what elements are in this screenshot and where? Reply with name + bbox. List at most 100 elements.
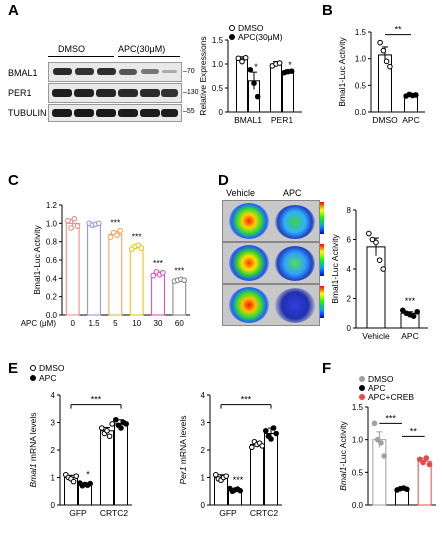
legend-label-apc-E: APC	[39, 373, 56, 383]
data-point-F-APC	[405, 487, 410, 492]
data-point-C-0	[66, 218, 71, 223]
data-point-E2-GFP-APC	[238, 488, 243, 493]
bar-C-60	[173, 280, 186, 315]
legend-label-dmso-E: DMSO	[39, 363, 65, 373]
data-point-C-10	[139, 246, 144, 251]
x-tick-label-E2: GFP	[219, 508, 237, 518]
data-point-C-5	[108, 235, 113, 240]
data-point-B-DMSO	[381, 48, 386, 53]
data-point-D-APC	[411, 314, 416, 319]
data-point-E2-CRTC2-APC	[264, 428, 269, 433]
data-point-C-0	[69, 226, 74, 231]
data-point-F-APC+CREB	[424, 456, 429, 461]
data-point-D-Vehicle	[374, 240, 379, 245]
x-tick-label-C: 10	[132, 319, 141, 328]
y-tick-label-E1: 1	[51, 474, 56, 483]
data-point-F-APC+CREB	[427, 462, 432, 467]
data-point-C-0	[72, 216, 77, 221]
y-tick-label-E2: 2	[201, 446, 206, 455]
data-point-F-DMSO	[382, 454, 387, 459]
data-point-A-PER1-DMSO	[277, 61, 282, 66]
x-tick-label-C: 1.5	[88, 319, 100, 328]
y-tick-label-E2: 0	[201, 501, 206, 510]
data-point-A-BMAL1-DMSO	[243, 55, 248, 60]
x-tick-label-C: 0	[70, 319, 75, 328]
y-tick-label-D: 0	[347, 324, 352, 333]
data-point-E1-GFP-DMSO	[74, 474, 79, 479]
legend-marker-dmso	[230, 26, 235, 31]
x-tick-label-D: APC	[401, 331, 418, 341]
data-point-E2-CRTC2-DMSO	[250, 445, 255, 450]
x-tick-label-C: 30	[154, 319, 163, 328]
bar-C-0	[66, 223, 79, 315]
y-tick-label-C: 0.6	[46, 256, 58, 265]
legend-marker-apc-E	[31, 376, 36, 381]
y-tick-label-B: 0.5	[355, 81, 367, 90]
legend-marker-F	[360, 395, 365, 400]
y-tick-label-B: 0.0	[355, 108, 367, 117]
data-point-D-Vehicle	[381, 267, 386, 272]
y-tick-label-D: 2	[347, 295, 352, 304]
bar-E2-CRTC2-DMSO	[251, 445, 264, 506]
y-tick-label-F: 0.0	[352, 501, 364, 510]
y-tick-label-E2: 4	[201, 391, 206, 400]
significance-E1: *	[86, 470, 90, 480]
x-tick-label-B: APC	[402, 115, 419, 125]
data-point-A-BMAL1-APC(30μM)	[252, 81, 257, 86]
legend-marker-F	[360, 377, 365, 382]
legend-label-apc: APC(30μM)	[238, 32, 283, 42]
data-point-E1-CRTC2-APC	[119, 426, 124, 431]
x-axis-label-C: APC (μM)	[21, 319, 57, 328]
y-axis-label-E2: Per1 mRNA levels	[178, 416, 188, 485]
data-point-B-DMSO	[378, 40, 383, 45]
bar-C-10	[130, 247, 143, 315]
data-point-E2-CRTC2-APC	[271, 426, 276, 431]
significance-B: **	[394, 25, 402, 35]
data-point-E2-CRTC2-APC	[274, 431, 279, 436]
y-tick-label-C: 1.0	[46, 219, 58, 228]
y-tick-label-B: 1.0	[355, 55, 367, 64]
y-tick-label-C: 0.2	[46, 293, 58, 302]
bar-E2-CRTC2-APC	[265, 434, 278, 506]
significance-A: *	[254, 62, 258, 72]
x-tick-label-C: 60	[175, 319, 184, 328]
y-tick-label-A: 0	[219, 108, 224, 117]
y-tick-label-E1: 2	[51, 446, 56, 455]
bar-A-BMAL1-DMSO	[237, 59, 248, 112]
data-point-E1-CRTC2-DMSO	[105, 428, 110, 433]
data-point-E1-CRTC2-DMSO	[100, 426, 105, 431]
y-tick-label-E2: 3	[201, 419, 206, 428]
data-point-C-5	[118, 228, 123, 233]
bar-C-1.5	[88, 224, 101, 315]
bar-A-PER1-DMSO	[271, 64, 282, 112]
data-point-D-Vehicle	[377, 258, 382, 263]
data-point-E2-GFP-DMSO	[224, 474, 229, 479]
bar-E1-CRTC2-DMSO	[101, 431, 114, 505]
data-point-F-DMSO	[372, 421, 377, 426]
data-point-A-BMAL1-APC(30μM)	[255, 94, 260, 99]
x-tick-label-C: 5	[113, 319, 118, 328]
y-tick-label-D: 4	[347, 265, 352, 274]
significance-C: ***	[153, 258, 164, 268]
significance-D: ***	[405, 296, 416, 306]
y-tick-label-E1: 4	[51, 391, 56, 400]
y-tick-label-F: 1.5	[352, 403, 364, 412]
y-axis-label-C: Bmal1-Luc Activity	[32, 225, 42, 295]
bar-E1-CRTC2-APC	[115, 424, 128, 505]
data-point-E1-CRTC2-DMSO	[107, 434, 112, 439]
y-tick-label-D: 6	[347, 236, 352, 245]
legend-marker-F	[360, 386, 365, 391]
y-tick-label-E2: 1	[201, 474, 206, 483]
data-point-B-DMSO	[388, 64, 393, 69]
significance-F-2: **	[410, 426, 418, 436]
bar-C-5	[109, 234, 122, 315]
bar-A-PER1-APC(30μM)	[283, 71, 294, 112]
y-axis-label-F: Bmal1-Luc Activity	[338, 421, 348, 491]
bar-F-APC+CREB	[418, 461, 431, 505]
legend-label-F: APC+CREB	[368, 392, 414, 402]
y-tick-label-F: 0.5	[352, 468, 364, 477]
y-tick-label-D: 8	[347, 206, 352, 215]
x-tick-label-E1: CRTC2	[100, 508, 128, 518]
significance-C: ***	[110, 218, 121, 228]
significance-bracket-label-E2: ***	[241, 395, 252, 405]
